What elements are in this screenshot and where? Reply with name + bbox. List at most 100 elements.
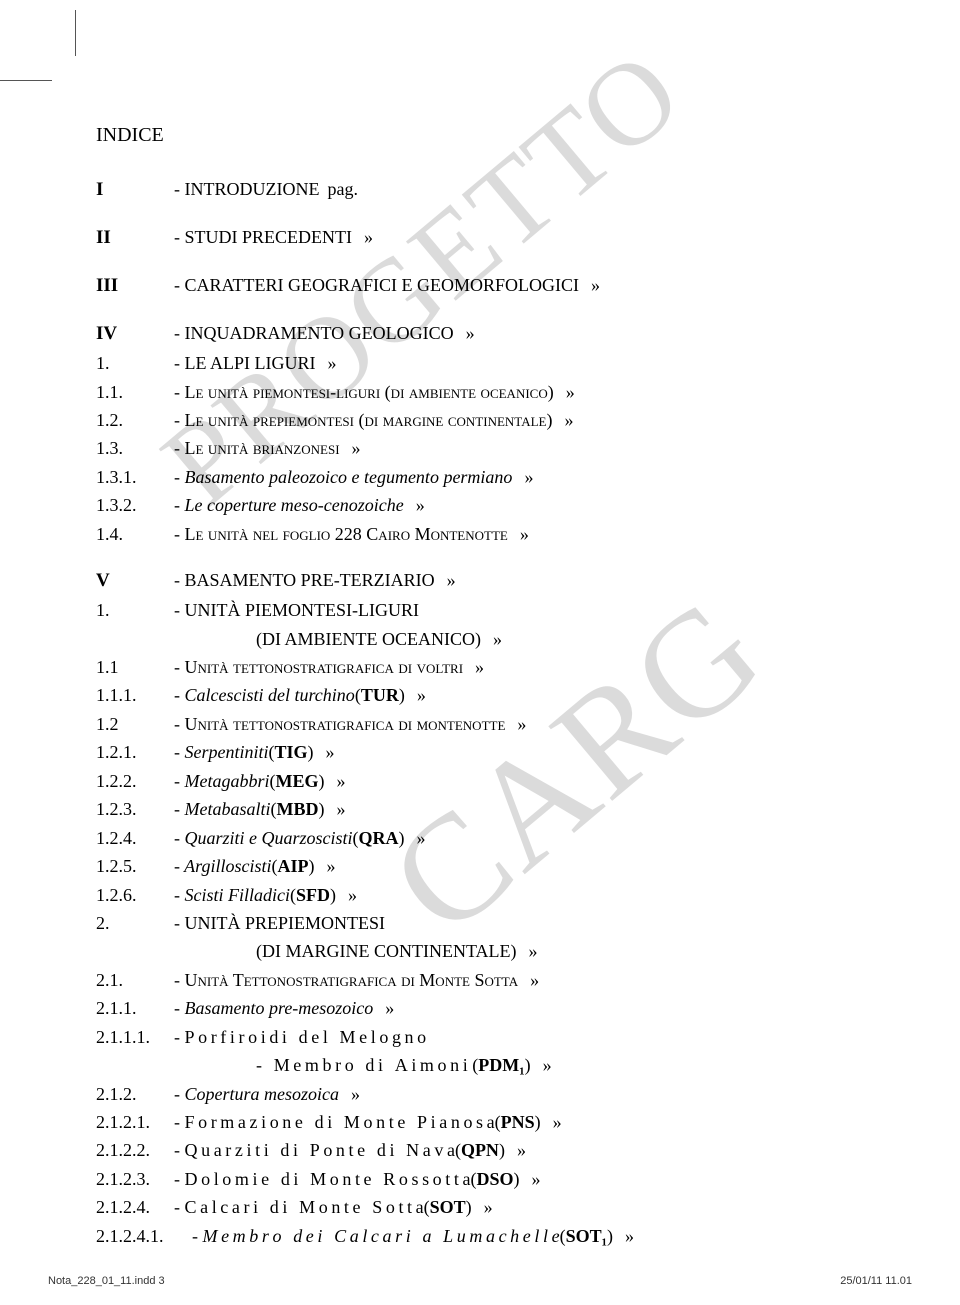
toc-pageno: 32: [354, 795, 960, 823]
toc-continuation: (DI AMBIENTE OCEANICO): [256, 625, 481, 653]
toc-row: 2.1.2.4.- C a l c a r i d i M o n t e S …: [96, 1193, 876, 1221]
toc-row: 2.1.- Unità Tettonostratigrafica di Mont…: [96, 966, 876, 994]
toc-label: - LE ALPI LIGURI: [174, 349, 315, 377]
toc-pageno: 11: [381, 223, 960, 251]
toc-pageno: 19: [344, 349, 960, 377]
toc-number: 1.2.3.: [96, 795, 174, 823]
toc-label: - CARATTERI GEOGRAFICI E GEOMORFOLOGICI: [174, 271, 579, 299]
toc-pageno: 9: [370, 175, 960, 203]
toc-label: - STUDI PRECEDENTI: [174, 223, 352, 251]
toc-number: 2.1.2.1.: [96, 1108, 174, 1136]
toc-number: 2.1.2.3.: [96, 1165, 174, 1193]
toc-number: 2.: [96, 909, 174, 937]
toc-suffix: (MEG): [269, 767, 324, 795]
toc-number: 1.3.2.: [96, 491, 174, 519]
toc-row: 1.2.3.- Metabasalti (MBD)»32: [96, 795, 876, 823]
toc-pageno: 30: [534, 710, 960, 738]
toc-row: 1.3.2.- Le coperture meso-cenozoiche»23: [96, 491, 876, 519]
toc-label: - C a l c a r i d i M o n t e S o t t a: [174, 1193, 424, 1221]
toc-continuation: (DI MARGINE CONTINENTALE): [256, 937, 517, 965]
toc-number: 1.2.: [96, 406, 174, 434]
toc-label: - Unità tettonostratigrafica di voltri: [174, 653, 463, 681]
toc-pageno: 31: [353, 767, 960, 795]
toc-label: - F o r m a z i o n e d i M o n t e P i …: [174, 1108, 495, 1136]
toc-pageno: 19: [483, 319, 960, 347]
toc-label: - Calcescisti del turchino: [174, 681, 355, 709]
toc-pageno: 33: [365, 881, 960, 909]
toc-row: 1.3.1.- Basamento paleozoico e tegumento…: [96, 463, 876, 491]
toc-label: - Basamento paleozoico e tegumento permi…: [174, 463, 512, 491]
toc-label: - Argilloscisti: [174, 852, 272, 880]
toc-pageno: 22: [583, 378, 960, 406]
toc-number: 2.1.2.: [96, 1080, 174, 1108]
toc-label: - Le unità brianzonesi: [174, 434, 340, 462]
toc-number: 1.1: [96, 653, 174, 681]
toc-number: 1.2.5.: [96, 852, 174, 880]
toc-label: - UNITÀ PIEMONTESI-LIGURI: [174, 596, 419, 624]
toc-pageno: 33: [546, 937, 960, 965]
toc-number: 2.1.1.: [96, 994, 174, 1022]
toc-pageno: 34: [368, 1080, 960, 1108]
toc-number: 2.1.1.1.: [96, 1023, 174, 1051]
toc-suffix: (DSO): [470, 1165, 519, 1193]
toc-suffix: (SOT₁): [560, 1222, 613, 1250]
toc-number: 1.2.4.: [96, 824, 174, 852]
toc-suffix: (SOT): [424, 1193, 472, 1221]
toc-row: 1.2.6.- Scisti Filladici (SFD)»33: [96, 881, 876, 909]
toc-number: 1.: [96, 349, 174, 377]
toc-number: 1.: [96, 596, 174, 624]
toc-pag-label: pag.: [327, 175, 358, 203]
toc-suffix: (TUR): [355, 681, 405, 709]
toc-pageno: 13: [608, 271, 960, 299]
toc-number: 1.3.1.: [96, 463, 174, 491]
toc-label: - Quarziti e Quarzoscisti: [174, 824, 353, 852]
toc-pageno: 37: [642, 1222, 960, 1250]
toc-pageno: 33: [547, 966, 960, 994]
toc-pageno: 34: [560, 1051, 960, 1079]
toc-number: 1.2.6.: [96, 881, 174, 909]
toc-pageno: 32: [344, 852, 960, 880]
toc-row: 2.1.2.1.- F o r m a z i o n e d i M o n …: [96, 1108, 876, 1136]
toc-label: - Le unità nel foglio 228 Cairo Montenot…: [174, 520, 508, 548]
toc-row: 1.1- Unità tettonostratigrafica di voltr…: [96, 653, 876, 681]
toc-continuation: - M e m b r o d i A i m o n i (PDM₁): [256, 1051, 531, 1079]
toc-number: I: [96, 175, 174, 205]
toc-pageno: 24: [537, 520, 960, 548]
toc-row: I- INTRODUZIONEpag.9: [96, 175, 876, 205]
toc-label: - Metabasalti: [174, 795, 271, 823]
footer-right: 25/01/11 11.01: [840, 1275, 912, 1287]
toc-label: - Scisti Filladici: [174, 881, 290, 909]
toc-pageno: 27: [464, 566, 960, 594]
toc-label: - INQUADRAMENTO GEOLOGICO: [174, 319, 454, 347]
toc-label: - Le unità prepiemontesi (di margine con…: [174, 406, 552, 434]
toc-label: - M e m b r o d e i C a l c a r i a L u …: [192, 1222, 560, 1250]
toc-number: IV: [96, 319, 174, 349]
toc-row: 1.1.1.- Calcescisti del turchino (TUR)»3…: [96, 681, 876, 709]
toc-label: - Metagabbri: [174, 767, 269, 795]
toc-number: 2.1.2.4.1.: [96, 1222, 192, 1250]
toc-pageno: 32: [434, 824, 960, 852]
toc-pageno: 23: [433, 491, 960, 519]
toc-label: - Le unità piemontesi-liguri (di ambient…: [174, 378, 554, 406]
toc-pageno: 34: [570, 1108, 960, 1136]
toc-row: 1.2.- Le unità prepiemontesi (di margine…: [96, 406, 876, 434]
toc-row: V- BASAMENTO PRE-TERZIARIO»27: [96, 566, 876, 596]
toc-pageno: 36: [549, 1165, 960, 1193]
toc-row: 1.2.1.- Serpentiniti (TIG)»31: [96, 738, 876, 766]
toc-row: II- STUDI PRECEDENTI»11: [96, 223, 876, 253]
toc-number: 1.3.: [96, 434, 174, 462]
toc-label: - INTRODUZIONE: [174, 175, 319, 203]
toc-number: 2.1.2.2.: [96, 1136, 174, 1164]
toc-row: 2.1.1.- Basamento pre-mesozoico»34: [96, 994, 876, 1022]
toc-pageno: 22: [581, 406, 960, 434]
toc-label: - Unità tettonostratigrafica di montenot…: [174, 710, 505, 738]
toc-label: - Basamento pre-mesozoico: [174, 994, 373, 1022]
toc-pageno: 23: [541, 463, 960, 491]
toc-number: III: [96, 271, 174, 301]
toc-label: - Le coperture meso-cenozoiche: [174, 491, 404, 519]
toc-row: 2.1.2.2.- Q u a r z i t i d i P o n t e …: [96, 1136, 876, 1164]
toc-suffix: (SFD): [290, 881, 336, 909]
toc-label: - Q u a r z i t i d i P o n t e d i N a …: [174, 1136, 455, 1164]
toc-row: 1.3.- Le unità brianzonesi»23: [96, 434, 876, 462]
toc-label: - P o r f i r o i d i d e l M e l o g n …: [174, 1023, 426, 1051]
